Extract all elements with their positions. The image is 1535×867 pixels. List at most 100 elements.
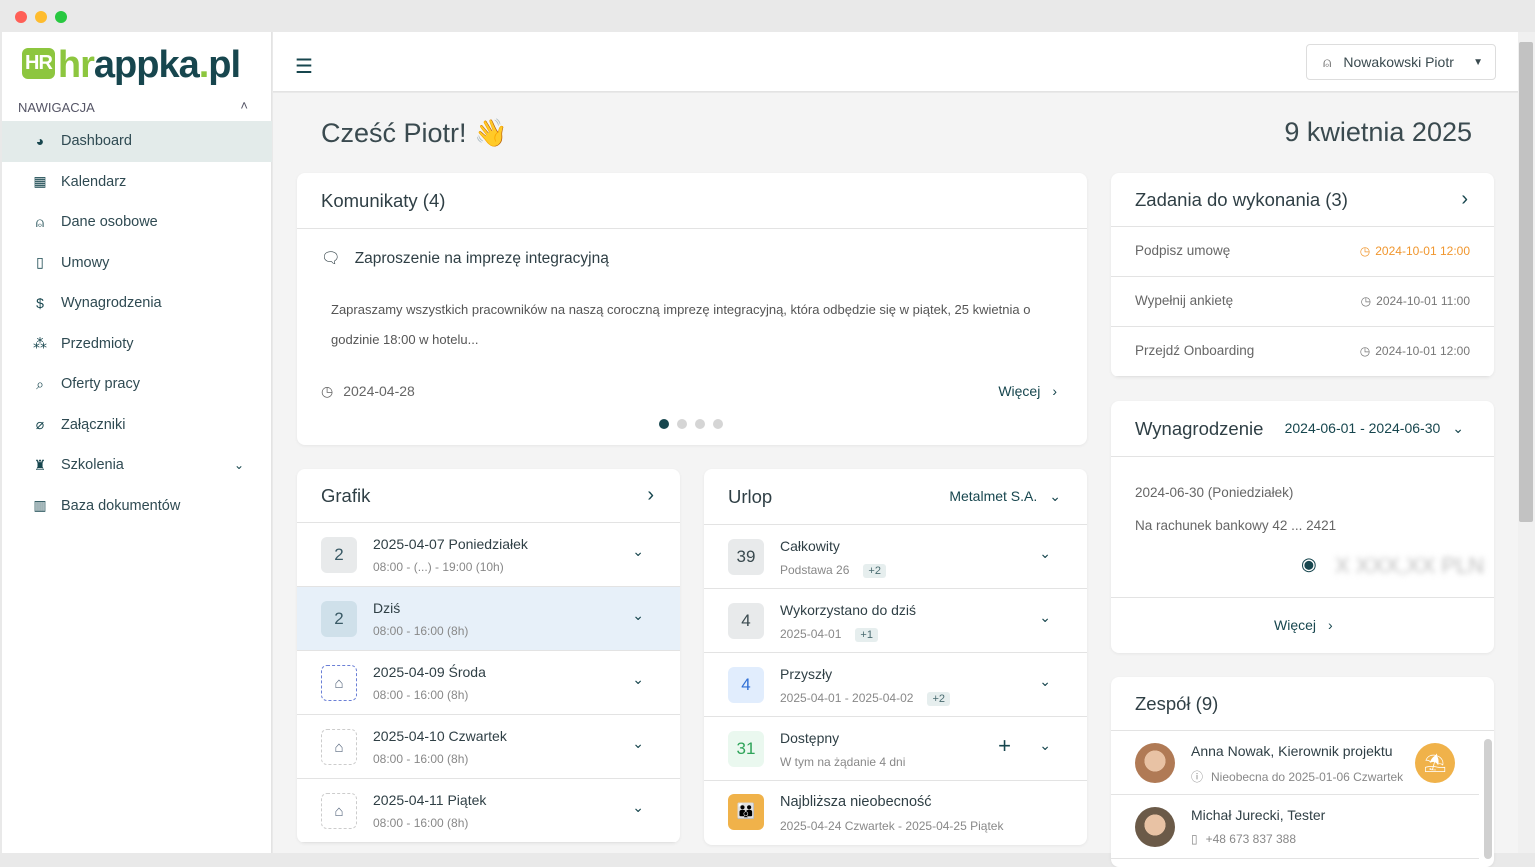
next-absence[interactable]: 👪 Najbliższa nieobecność 2025-04-24 Czwa…: [704, 780, 1087, 844]
nav-section-header[interactable]: NAWIGACJA ˄: [18, 98, 248, 115]
maximize-window-button[interactable]: [55, 11, 67, 23]
task-item[interactable]: Wypełnij ankietę ◷ 2024-10-01 11:00: [1111, 277, 1494, 327]
chevron-down-icon[interactable]: ⌄: [1039, 673, 1051, 689]
leave-row[interactable]: 4 Przyszły 2025-04-01 - 2025-04-02 +2 ⌄: [704, 653, 1087, 717]
chevron-down-icon[interactable]: ⌄: [632, 607, 644, 623]
user-icon: ⍝: [35, 213, 45, 230]
remote-work-icon: ⌂: [321, 665, 357, 701]
schedule-day[interactable]: ⌂ 2025-04-09 Środa 08:00 - 16:00 (8h) ⌄: [297, 651, 680, 715]
calendar-icon: ▦: [33, 173, 47, 190]
sidebar-item-search[interactable]: ⌕ Oferty pracy: [2, 364, 272, 405]
chevron-down-icon: ⌄: [1452, 420, 1464, 436]
carousel-dot[interactable]: [677, 419, 687, 429]
chevron-down-icon[interactable]: ⌄: [632, 799, 644, 815]
schedule-day-hours: 08:00 - 16:00 (8h): [373, 816, 469, 830]
page-scrollbar[interactable]: [1518, 32, 1535, 853]
company-select[interactable]: Metalmet S.A. ⌄: [949, 488, 1061, 504]
task-label: Wypełnij ankietę: [1135, 293, 1234, 308]
chevron-down-icon[interactable]: ⌄: [1039, 609, 1051, 625]
task-item[interactable]: Podpisz umowę ◷ 2024-10-01 12:00: [1111, 227, 1494, 277]
remote-work-icon: ⌂: [321, 793, 357, 829]
boxes-icon: ⁂: [33, 335, 47, 352]
schedule-day-title: 2025-04-07 Poniedziałek: [373, 536, 528, 552]
leave-sub: W tym na żądanie 4 dni: [780, 755, 906, 769]
sidebar-item-label: Przedmioty: [61, 335, 134, 352]
chevron-down-icon[interactable]: ⌄: [1039, 545, 1051, 561]
member-info: Nieobecna do 2025-01-06 Czwartek: [1211, 770, 1404, 784]
leave-sub: 2025-04-01: [780, 627, 842, 641]
announcement-subject[interactable]: Zaproszenie na imprezę integracyjną: [354, 250, 609, 267]
eye-icon[interactable]: ◉: [1301, 554, 1317, 574]
sidebar-item-label: Dane osobowe: [61, 214, 158, 231]
hamburger-menu-icon[interactable]: ☰: [295, 56, 313, 78]
remote-work-icon: ⌂: [321, 729, 357, 765]
sidebar-item-label: Załączniki: [61, 416, 126, 433]
salary-more-link[interactable]: Więcej ›: [1274, 617, 1333, 633]
chevron-down-icon[interactable]: ⌄: [632, 735, 644, 751]
chevron-right-icon: ›: [1328, 617, 1333, 633]
sidebar-item-user[interactable]: ⍝ Dane osobowe: [2, 202, 272, 243]
palm-tree-icon: ⛱: [1415, 743, 1455, 783]
announcement-date: 2024-04-28: [343, 383, 415, 399]
carousel-dot[interactable]: [659, 419, 669, 429]
info-icon: ⓘ: [1191, 770, 1204, 784]
carousel-dot[interactable]: [695, 419, 705, 429]
leave-value-badge: 4: [728, 667, 764, 703]
clock-icon: ◷: [1359, 244, 1371, 258]
current-date: 9 kwietnia 2025: [1284, 117, 1472, 147]
sidebar-item-paperclip[interactable]: ⌀ Załączniki: [2, 405, 272, 446]
minimize-window-button[interactable]: [35, 11, 47, 23]
schedule-day[interactable]: ⌂ 2025-04-10 Czwartek 08:00 - 16:00 (8h)…: [297, 715, 680, 779]
chevron-down-icon[interactable]: ⌄: [632, 671, 644, 687]
clock-icon: ◷: [321, 383, 334, 399]
sidebar-item-books[interactable]: ▥ Baza dokumentów: [2, 486, 272, 527]
leave-row[interactable]: 31 Dostępny W tym na żądanie 4 dni + ⌄: [704, 717, 1087, 781]
sidebar-item-boxes[interactable]: ⁂ Przedmioty: [2, 324, 272, 365]
salary-period-select[interactable]: 2024-06-01 - 2024-06-30 ⌄: [1284, 420, 1464, 436]
team-member[interactable]: Anna Nowak, Kierownik projektu ⓘ Nieobecn…: [1111, 731, 1479, 795]
chevron-down-icon: ⌄: [233, 458, 244, 473]
schedule-day-hours: 08:00 - 16:00 (8h): [373, 624, 469, 638]
schedule-day-title: 2025-04-09 Środa: [373, 664, 486, 680]
sidebar-item-document[interactable]: ▯ Umowy: [2, 243, 272, 284]
sidebar-item-label: Umowy: [61, 254, 110, 271]
leave-sub: Podstawa 26: [780, 563, 850, 577]
task-due: 2024-10-01 11:00: [1376, 294, 1470, 308]
sidebar-item-dollar[interactable]: $ Wynagrodzenia: [2, 283, 272, 324]
user-menu-button[interactable]: ⍝ Nowakowski Piotr ▼: [1306, 44, 1496, 80]
salary-title: Wynagrodzenie: [1135, 417, 1264, 439]
announcements-more-link[interactable]: Więcej ›: [998, 383, 1057, 399]
sidebar-nav: ◕ Dashboard ▦ Kalendarz ⍝ Dane osobowe ▯ Umowy $…: [2, 121, 272, 526]
task-item[interactable]: Przejdź Onboarding ◷ 2024-10-01 12:00: [1111, 327, 1494, 377]
sidebar-item-dashboard[interactable]: ◕ Dashboard: [2, 121, 272, 162]
team-scrollbar[interactable]: [1484, 739, 1492, 859]
task-label: Przejdź Onboarding: [1135, 343, 1255, 358]
sidebar-item-graduation[interactable]: ♜ Szkolenia ⌄: [2, 445, 272, 486]
add-leave-icon[interactable]: +: [998, 733, 1011, 758]
schedule-day[interactable]: ⌂ 2025-04-11 Piątek 08:00 - 16:00 (8h) ⌄: [297, 779, 680, 843]
document-icon: ▯: [36, 254, 44, 271]
leave-card: Urlop Metalmet S.A. ⌄ 39 Całkowity Podsta…: [704, 469, 1087, 845]
chevron-right-icon[interactable]: ›: [647, 484, 654, 506]
schedule-day[interactable]: 2 Dziś 08:00 - 16:00 (8h) ⌄: [297, 587, 680, 651]
chevron-down-icon[interactable]: ⌄: [1039, 737, 1051, 753]
salary-card: Wynagrodzenie 2024-06-01 - 2024-06-30 ⌄ 2…: [1111, 401, 1494, 653]
logo[interactable]: HR hrappka.pl: [22, 44, 241, 87]
dashboard-main: Cześć Piotr! 👋 9 kwietnia 2025 Komunikat…: [273, 93, 1518, 867]
chevron-right-icon[interactable]: ›: [1461, 188, 1468, 210]
salary-account: Na rachunek bankowy 42 ... 2421: [1135, 518, 1337, 533]
sidebar-item-calendar[interactable]: ▦ Kalendarz: [2, 162, 272, 203]
search-icon: ⌕: [36, 375, 44, 392]
leave-row[interactable]: 4 Wykorzystano do dziś 2025-04-01 +1 ⌄: [704, 589, 1087, 653]
schedule-title: Grafik: [321, 484, 371, 506]
chevron-down-icon[interactable]: ⌄: [632, 543, 644, 559]
team-member[interactable]: Michał Jurecki, Tester ▯ +48 673 837 388: [1111, 795, 1479, 859]
leave-value-badge: 39: [728, 539, 764, 575]
close-window-button[interactable]: [15, 11, 27, 23]
shift-count-badge: 2: [321, 601, 357, 637]
sidebar-item-label: Dashboard: [61, 133, 132, 150]
leave-row[interactable]: 39 Całkowity Podstawa 26 +2 ⌄: [704, 525, 1087, 589]
clock-icon: ◷: [1360, 294, 1372, 308]
carousel-dot[interactable]: [713, 419, 723, 429]
schedule-day[interactable]: 2 2025-04-07 Poniedziałek 08:00 - (...) …: [297, 523, 680, 587]
